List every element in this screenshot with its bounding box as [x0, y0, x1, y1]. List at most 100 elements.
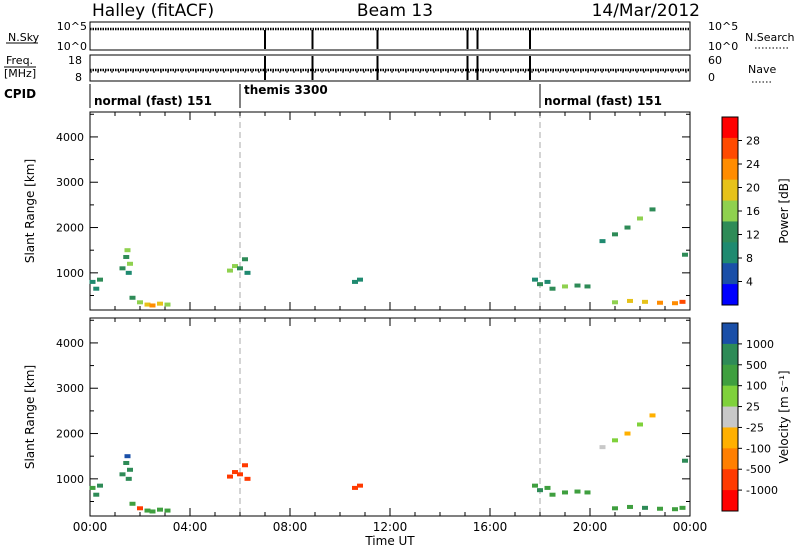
plot-frame [89, 317, 691, 517]
data-point [627, 504, 633, 509]
y-tick-label: 4000 [56, 131, 84, 144]
data-point [637, 422, 643, 427]
colorbar-segment [722, 158, 738, 181]
colorbar-frame [721, 322, 739, 512]
data-point [127, 261, 133, 266]
power-panel: 1000 2000 3000 4000 Slant Range [km] 28 24 20 16… [23, 111, 791, 311]
colorbar-tick-label: 4 [746, 276, 753, 289]
colorbar-tick-label: 20 [746, 182, 760, 195]
data-point [612, 506, 618, 511]
data-point [89, 279, 96, 284]
colorbar-segment [722, 343, 738, 366]
colorbar-tick-label: 16 [746, 205, 760, 218]
colorbar-label: Power [dB] [777, 178, 791, 243]
data-point [549, 492, 556, 497]
data-point [357, 483, 363, 488]
data-point [544, 279, 551, 284]
colorbar-segment [722, 263, 738, 285]
colorbar-segment [722, 448, 738, 470]
x-tick-label: 12:00 [373, 520, 408, 534]
data-point [157, 507, 163, 512]
data-point [649, 207, 656, 212]
nsky-panel: N.Sky 10^5 10^0 N.Search 10^5 10^0 [6, 20, 795, 53]
data-point [612, 232, 618, 237]
colorbar-segment [722, 490, 738, 512]
y-tick-label: 2000 [56, 428, 84, 441]
nsky-gaps [264, 30, 531, 49]
data-point [227, 474, 233, 479]
y-tick-label: 4000 [56, 337, 84, 350]
data-point [649, 413, 656, 418]
data-point [232, 264, 238, 269]
data-point [574, 283, 581, 288]
y-axis-label: Slant Range [km] [23, 159, 37, 263]
colorbar-tick-label: 12 [746, 229, 760, 242]
colorbar-tick-label: -500 [746, 463, 771, 476]
data-point [123, 460, 130, 465]
data-point [93, 286, 100, 291]
cpid-mode-label: themis 3300 [244, 83, 328, 97]
colorbar-tick-label: -100 [746, 442, 771, 455]
x-tick-label: 16:00 [473, 520, 508, 534]
data-point [127, 467, 133, 472]
colorbar-tick-label: 100 [746, 380, 767, 393]
data-point [584, 284, 591, 289]
data-point [574, 489, 581, 494]
colorbar-tick-label: 8 [746, 252, 753, 265]
data-point [123, 254, 130, 259]
colorbar-label: Velocity [m s⁻¹] [777, 370, 791, 463]
x-tick-label: 20:00 [573, 520, 608, 534]
data-point [237, 472, 243, 477]
data-point [642, 299, 648, 304]
colorbar-segment [722, 137, 738, 160]
data-point [532, 277, 538, 282]
colorbar-segment [722, 364, 738, 387]
data-point [237, 266, 243, 271]
data-point [352, 485, 358, 490]
data-point [244, 476, 251, 481]
station-title: Halley (fitACF) [92, 1, 214, 21]
data-point [672, 507, 678, 512]
y-tick-label: 3000 [56, 382, 84, 395]
x-axis-label: Time UT [364, 534, 415, 548]
nsky-tick-bottom: 10^0 [57, 40, 87, 53]
data-point [612, 438, 618, 443]
data-point [144, 508, 151, 513]
colorbar-segment [722, 117, 738, 139]
data-point [642, 505, 648, 510]
nave-label: Nave [748, 63, 776, 76]
data-point [97, 483, 103, 488]
cpid-mode-label: normal (fast) 151 [94, 94, 212, 108]
data-point [612, 300, 618, 305]
data-point [562, 284, 568, 289]
colorbar-segment [722, 469, 738, 491]
data-point [129, 295, 136, 300]
data-point [232, 470, 238, 475]
beam-title: Beam 13 [357, 1, 433, 21]
colorbar-tick-label: 28 [746, 135, 760, 148]
data-point [149, 303, 156, 308]
y-axis-label: Slant Range [km] [23, 365, 37, 469]
colorbar-tick-label: 500 [746, 359, 767, 372]
data-point [544, 485, 551, 490]
colorbar-segment [722, 200, 738, 222]
colorbar-tick-label: 24 [746, 158, 760, 171]
data-point [537, 282, 543, 287]
data-point [227, 268, 233, 273]
colorbar-segment [722, 323, 738, 345]
y-tick-label: 2000 [56, 222, 84, 235]
date-title: 14/Mar/2012 [592, 1, 700, 21]
data-point [657, 506, 663, 511]
data-point [679, 505, 686, 510]
colorbar-segment [722, 242, 738, 264]
freq-gaps [264, 56, 531, 80]
data-point [637, 216, 643, 221]
data-point [357, 277, 363, 282]
data-point [97, 277, 103, 282]
data-point [627, 298, 633, 303]
data-point [599, 239, 606, 244]
data-point [124, 454, 131, 459]
cpid-mode-label: normal (fast) 151 [544, 94, 662, 108]
data-point [624, 225, 631, 230]
freq-panel: Freq. [MHz] 18 8 60 0 Nave [4, 54, 776, 84]
